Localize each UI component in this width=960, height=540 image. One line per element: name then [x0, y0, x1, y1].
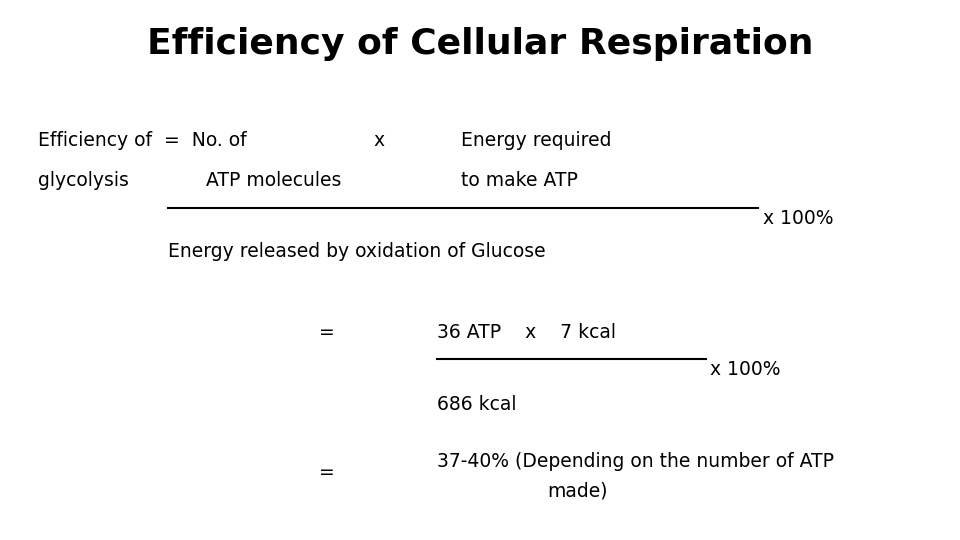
Text: made): made) — [547, 482, 608, 501]
Text: 36 ATP    x    7 kcal: 36 ATP x 7 kcal — [437, 322, 615, 342]
Text: x 100%: x 100% — [710, 360, 780, 380]
Text: Efficiency of Cellular Respiration: Efficiency of Cellular Respiration — [147, 27, 813, 61]
Text: x: x — [373, 131, 385, 150]
Text: glycolysis: glycolysis — [38, 171, 130, 191]
Text: 686 kcal: 686 kcal — [437, 395, 516, 415]
Text: to make ATP: to make ATP — [461, 171, 578, 191]
Text: Efficiency of  =  No. of: Efficiency of = No. of — [38, 131, 247, 150]
Text: Energy released by oxidation of Glucose: Energy released by oxidation of Glucose — [168, 241, 545, 261]
Text: x 100%: x 100% — [763, 209, 833, 228]
Text: Energy required: Energy required — [461, 131, 612, 150]
Text: 37-40% (Depending on the number of ATP: 37-40% (Depending on the number of ATP — [437, 452, 834, 471]
Text: ATP molecules: ATP molecules — [206, 171, 342, 191]
Text: =: = — [319, 463, 334, 482]
Text: =: = — [319, 322, 334, 342]
